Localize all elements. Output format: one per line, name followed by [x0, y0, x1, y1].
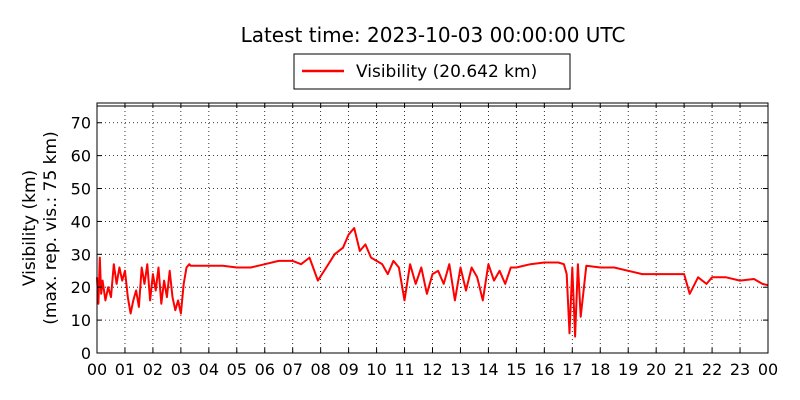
x-tick-label: 08 [310, 360, 330, 379]
x-tick-label: 15 [506, 360, 526, 379]
y-tick-label: 20 [71, 278, 91, 297]
y-axis-label: Visibility (km) [20, 170, 40, 286]
x-tick-label: 06 [255, 360, 275, 379]
y-tick-label: 10 [71, 311, 91, 330]
x-tick-label: 02 [143, 360, 163, 379]
y-tick-label: 70 [71, 114, 91, 133]
x-tick-label: 22 [702, 360, 722, 379]
x-tick-label: 12 [422, 360, 442, 379]
y-tick-label: 50 [71, 180, 91, 199]
series-line-0 [96, 227, 769, 338]
x-tick-label: 14 [478, 360, 498, 379]
x-tick-label: 21 [674, 360, 694, 379]
chart-title: Latest time: 2023-10-03 00:00:00 UTC [241, 23, 626, 47]
x-tick-label: 00 [87, 360, 107, 379]
series-layer [96, 227, 769, 338]
x-tick-label: 05 [227, 360, 247, 379]
x-tick-label: 00 [758, 360, 778, 379]
x-tick-label: 16 [534, 360, 554, 379]
x-tick-label: 23 [730, 360, 750, 379]
tick-labels: 00 01 02 03 04 05 06 07 08 09 10 11 12 13 14 15 16 17 18 19… [71, 114, 779, 379]
y-tick-label: 30 [71, 245, 91, 264]
x-tick-label: 07 [283, 360, 303, 379]
ticks [96, 103, 769, 354]
x-tick-label: 09 [338, 360, 358, 379]
legend: Visibility (20.642 km) [293, 53, 571, 90]
y-tick-label: 0 [81, 344, 91, 363]
x-tick-label: 13 [450, 360, 470, 379]
y-axis-label-secondary: (max. rep. vis.: 75 km) [41, 131, 61, 324]
grid [97, 103, 768, 353]
x-tick-label: 18 [590, 360, 610, 379]
y-tick-label: 60 [71, 147, 91, 166]
x-tick-label: 10 [366, 360, 386, 379]
y-tick-label: 40 [71, 212, 91, 231]
x-tick-label: 20 [646, 360, 666, 379]
x-tick-label: 11 [394, 360, 414, 379]
x-tick-label: 17 [562, 360, 582, 379]
legend-label: Visibility (20.642 km) [356, 62, 537, 82]
x-tick-label: 04 [199, 360, 219, 379]
x-tick-label: 03 [171, 360, 191, 379]
x-tick-label: 19 [618, 360, 638, 379]
x-tick-label: 01 [115, 360, 135, 379]
